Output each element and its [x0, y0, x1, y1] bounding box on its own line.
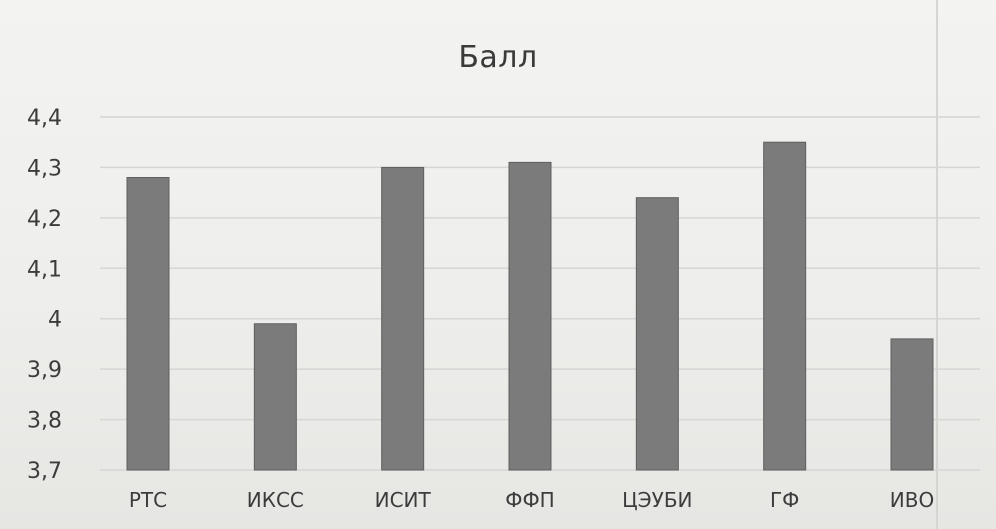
- bar: [763, 141, 807, 471]
- x-tick-label: ЦЭУБИ: [622, 488, 692, 512]
- x-tick-label: ГФ: [770, 488, 799, 512]
- x-tick-label: ФФП: [505, 488, 554, 512]
- bar: [890, 338, 934, 471]
- page-edge: [936, 0, 938, 529]
- y-tick-label: 4,3: [27, 156, 62, 181]
- y-tick-label: 4,4: [27, 106, 62, 131]
- bar: [635, 197, 679, 471]
- y-tick-label: 3,7: [27, 459, 62, 484]
- x-axis-tick-labels: РТС ИКСС ИСИТ ФФП ЦЭУБИ ГФ ИВО: [129, 488, 934, 512]
- x-tick-label: ИСИТ: [375, 488, 432, 512]
- bar: [126, 177, 170, 471]
- chart-title: Балл: [458, 40, 538, 75]
- y-tick-label: 3,9: [27, 358, 62, 383]
- bar: [253, 323, 297, 471]
- bar: [381, 166, 425, 471]
- x-tick-label: ИВО: [890, 488, 934, 512]
- bars: [126, 141, 934, 471]
- y-tick-label: 4: [48, 308, 62, 333]
- y-axis-tick-labels: 3,7 3,8 3,9 4 4,1 4,2 4,3 4,4: [27, 106, 62, 484]
- y-tick-label: 4,2: [27, 207, 62, 232]
- x-tick-label: ИКСС: [247, 488, 304, 512]
- x-tick-label: РТС: [129, 488, 167, 512]
- y-tick-label: 3,8: [27, 409, 62, 434]
- y-tick-label: 4,1: [27, 257, 62, 282]
- bar: [508, 161, 552, 471]
